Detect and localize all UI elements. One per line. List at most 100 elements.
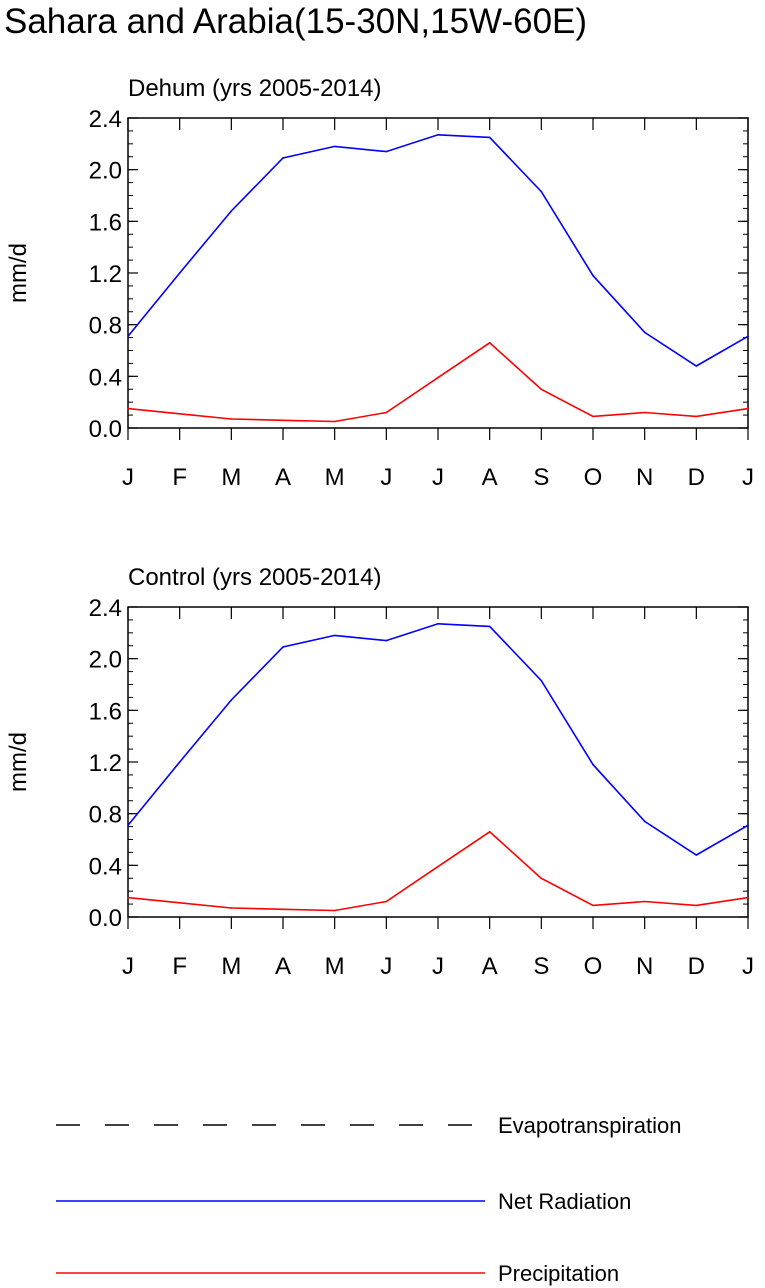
data-point bbox=[695, 904, 698, 907]
y-axis-label: mm/d bbox=[5, 732, 32, 792]
y-tick-label: 2.4 bbox=[89, 106, 122, 133]
y-tick-label: 1.2 bbox=[89, 261, 122, 288]
data-point bbox=[747, 335, 749, 338]
y-tick-label: 0.4 bbox=[89, 364, 122, 391]
data-point bbox=[178, 761, 181, 763]
x-tick-label: A bbox=[275, 953, 291, 980]
x-tick-label: J bbox=[742, 464, 754, 491]
data-point bbox=[333, 909, 336, 912]
x-tick-label: D bbox=[688, 953, 705, 980]
y-tick-label: 0.8 bbox=[89, 802, 122, 829]
data-point bbox=[282, 157, 284, 159]
y-tick-label: 2.0 bbox=[89, 158, 122, 185]
data-point bbox=[437, 622, 439, 625]
data-point bbox=[282, 419, 284, 422]
panel-2: Control (yrs 2005-2014) mm/d 0.0 0.4 0.8 1.2 1… bbox=[5, 564, 754, 980]
data-point bbox=[178, 901, 181, 904]
x-tick-label: S bbox=[533, 464, 549, 491]
y-tick-label: 1.6 bbox=[89, 209, 122, 236]
data-point bbox=[333, 634, 336, 637]
data-point bbox=[230, 907, 233, 909]
data-point bbox=[127, 824, 129, 827]
x-tick-label: N bbox=[636, 464, 653, 491]
legend-label: Evapotranspiration bbox=[498, 1113, 681, 1138]
legend-label: Net Radiation bbox=[498, 1189, 631, 1214]
series-line-net-radiation bbox=[127, 622, 749, 856]
figure-title: Sahara and Arabia(15-30N,15W-60E) bbox=[4, 2, 588, 41]
data-point bbox=[592, 415, 594, 418]
data-point bbox=[437, 376, 439, 379]
data-point bbox=[695, 854, 698, 856]
x-tick-label: J bbox=[432, 953, 444, 980]
data-point bbox=[643, 820, 646, 823]
y-tick-label: 2.0 bbox=[89, 647, 122, 674]
data-point bbox=[592, 763, 594, 766]
data-point bbox=[333, 145, 336, 148]
data-point bbox=[695, 415, 698, 418]
plot-frame bbox=[127, 606, 749, 918]
x-tick-label: A bbox=[482, 953, 498, 980]
x-tick-label: M bbox=[325, 464, 345, 491]
data-point bbox=[282, 646, 284, 648]
x-tick-label: A bbox=[275, 464, 291, 491]
legend: Evapotranspiration Net Radiation Precipita… bbox=[56, 1113, 681, 1286]
x-tick-label: M bbox=[221, 464, 241, 491]
data-point bbox=[333, 420, 336, 423]
data-point bbox=[488, 136, 491, 139]
data-point bbox=[488, 830, 491, 833]
series-line-precipitation bbox=[127, 830, 749, 912]
x-tick-label: N bbox=[636, 953, 653, 980]
legend-label: Precipitation bbox=[498, 1261, 619, 1286]
data-point bbox=[385, 639, 388, 642]
data-point bbox=[747, 824, 749, 827]
data-point bbox=[230, 418, 233, 420]
data-point bbox=[643, 331, 646, 334]
x-tick-label: J bbox=[432, 464, 444, 491]
data-point bbox=[695, 365, 698, 367]
y-tick-label: 0.4 bbox=[89, 853, 122, 880]
data-point bbox=[230, 210, 233, 212]
y-tick-label: 1.2 bbox=[89, 750, 122, 777]
data-point bbox=[747, 407, 749, 410]
x-tick-label: D bbox=[688, 464, 705, 491]
y-tick-label: 2.4 bbox=[89, 595, 122, 622]
x-tick-label: S bbox=[533, 953, 549, 980]
data-point bbox=[178, 272, 181, 274]
data-point bbox=[385, 150, 388, 153]
x-tick-label: J bbox=[380, 464, 392, 491]
data-point bbox=[643, 900, 646, 903]
data-point bbox=[488, 341, 491, 344]
data-point bbox=[385, 411, 388, 414]
x-tick-label: J bbox=[122, 464, 134, 491]
data-point bbox=[178, 412, 181, 415]
data-point bbox=[488, 625, 491, 628]
data-point bbox=[592, 274, 594, 277]
data-point bbox=[540, 877, 543, 880]
data-point bbox=[127, 407, 129, 410]
x-tick-label: A bbox=[482, 464, 498, 491]
x-tick-label: F bbox=[172, 464, 187, 491]
x-tick-label: O bbox=[584, 464, 603, 491]
x-tick-label: J bbox=[380, 953, 392, 980]
data-point bbox=[437, 133, 439, 136]
x-tick-label: M bbox=[221, 953, 241, 980]
x-tick-label: J bbox=[122, 953, 134, 980]
plot-frame bbox=[127, 117, 749, 429]
data-point bbox=[437, 865, 439, 868]
y-tick-label: 0.8 bbox=[89, 313, 122, 340]
data-point bbox=[540, 190, 543, 193]
y-tick-label: 1.6 bbox=[89, 698, 122, 725]
panel-title: Control (yrs 2005-2014) bbox=[128, 564, 381, 591]
y-tick-label: 0.0 bbox=[89, 416, 122, 443]
data-point bbox=[385, 900, 388, 903]
panel-1: Dehum (yrs 2005-2014) mm/d 0.0 0.4 0.8 1.2 1.6… bbox=[5, 75, 754, 491]
y-axis-label: mm/d bbox=[5, 243, 32, 303]
data-point bbox=[127, 896, 129, 899]
series-line-precipitation bbox=[127, 341, 749, 423]
data-point bbox=[592, 904, 594, 907]
data-point bbox=[282, 908, 284, 911]
x-tick-label: M bbox=[325, 953, 345, 980]
data-point bbox=[230, 699, 233, 701]
data-point bbox=[127, 335, 129, 338]
data-point bbox=[540, 388, 543, 391]
